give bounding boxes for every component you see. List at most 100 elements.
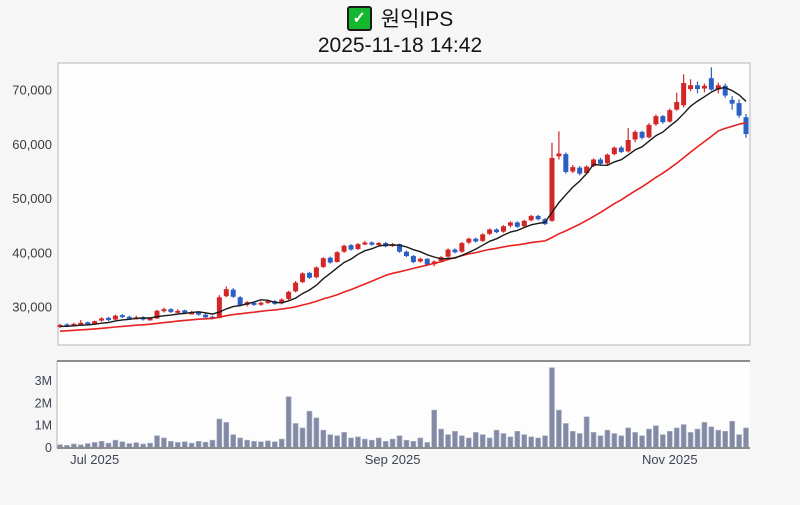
candle-up [646, 124, 652, 138]
volume-bar [348, 437, 354, 449]
volume-bar [375, 437, 382, 449]
candle-down [722, 85, 728, 96]
volume-bar [632, 432, 638, 449]
volume-bar [687, 432, 694, 449]
price-tick-label: 60,000 [12, 137, 52, 152]
stock-title: 원익IPS [380, 8, 454, 31]
candle-down [514, 222, 520, 227]
volume-plot-area[interactable] [57, 361, 750, 448]
volume-bar [528, 436, 534, 449]
volume-bar [576, 433, 583, 449]
volume-bar [563, 423, 569, 449]
candle-down [403, 251, 409, 257]
candle-down [494, 229, 500, 233]
candle-up [681, 83, 687, 106]
volume-bar [680, 424, 687, 449]
candle-up [459, 243, 465, 252]
checked-checkbox-icon[interactable]: ✓ [346, 5, 372, 31]
volume-bar [244, 439, 250, 449]
volume-bar [708, 426, 715, 449]
candle-down [743, 117, 749, 135]
volume-bar [445, 434, 451, 449]
candle-down [563, 154, 569, 173]
volume-bar [556, 409, 562, 449]
candle-down [694, 85, 700, 90]
volume-bar [653, 425, 659, 449]
volume-bar [223, 422, 230, 449]
price-tick-label: 30,000 [12, 300, 52, 315]
volume-bar [646, 428, 652, 449]
title-row: ✓ 원익IPS [0, 3, 800, 33]
volume-bar [265, 440, 271, 449]
candle-up [154, 310, 160, 319]
candle-down [182, 310, 188, 314]
price-plot-area[interactable] [57, 62, 751, 346]
volume-tick-label: 1M [35, 419, 52, 433]
time-tick-label: Jul 2025 [70, 452, 119, 467]
time-tick-label: Nov 2025 [642, 452, 698, 467]
volume-bar [569, 430, 576, 449]
candle-up [521, 220, 527, 227]
candle-down [106, 317, 112, 321]
candle-up [500, 226, 506, 232]
candle-down [639, 131, 645, 138]
volume-bar [341, 432, 347, 449]
volume-bar [472, 432, 479, 449]
volume-tick-label: 0 [45, 441, 52, 455]
candle-up [625, 140, 631, 152]
candle-up [611, 147, 617, 155]
volume-bar [216, 418, 223, 449]
candle-up [258, 302, 264, 305]
volume-bar [369, 439, 375, 449]
candle-up [320, 258, 326, 267]
volume-bar [625, 427, 632, 449]
volume-bar [466, 437, 472, 449]
candle-up [216, 297, 222, 318]
volume-bar [743, 427, 749, 449]
volume-axis: 0 1M 2M 3M [35, 374, 52, 455]
volume-bar [452, 430, 458, 449]
candle-down [729, 99, 735, 104]
volume-bar [382, 441, 389, 449]
candle-up [667, 110, 673, 122]
datetime-label: 2025-11-18 14:42 [317, 34, 483, 57]
candle-down [196, 312, 202, 315]
volume-bar [278, 438, 285, 449]
candlestick-series [57, 67, 749, 329]
volume-bar [320, 429, 327, 449]
candle-down [85, 322, 91, 325]
volume-bar [410, 441, 417, 449]
candle-up [189, 312, 195, 315]
candle-up [112, 315, 118, 320]
volume-bar [237, 437, 243, 449]
time-tick-label: Sep 2025 [365, 452, 421, 467]
volume-bar [154, 435, 160, 449]
volume-bar [597, 435, 604, 449]
volume-bar [285, 396, 292, 449]
candle-up [279, 299, 285, 304]
candle-up [99, 318, 105, 321]
candle-up [556, 153, 562, 157]
candle-down [597, 159, 603, 164]
candle-up [355, 244, 361, 250]
candle-down [473, 238, 479, 242]
volume-bar [230, 434, 237, 449]
candle-up [300, 273, 306, 283]
candle-up [570, 167, 576, 172]
candle-up [223, 289, 229, 297]
volume-bar [590, 432, 597, 449]
volume-bar [168, 441, 174, 449]
volume-bar [507, 436, 514, 449]
time-axis: Jul 2025 Sep 2025 Nov 2025 [70, 452, 698, 467]
volume-bar [112, 439, 119, 449]
candle-down [306, 272, 312, 278]
candle-up [92, 321, 98, 324]
volume-bar [299, 427, 306, 449]
candle-up [161, 309, 167, 312]
volume-bar [479, 434, 486, 449]
candle-down [64, 324, 70, 327]
candle-up [715, 85, 721, 90]
volume-bar [729, 420, 735, 449]
candle-up [293, 282, 299, 292]
